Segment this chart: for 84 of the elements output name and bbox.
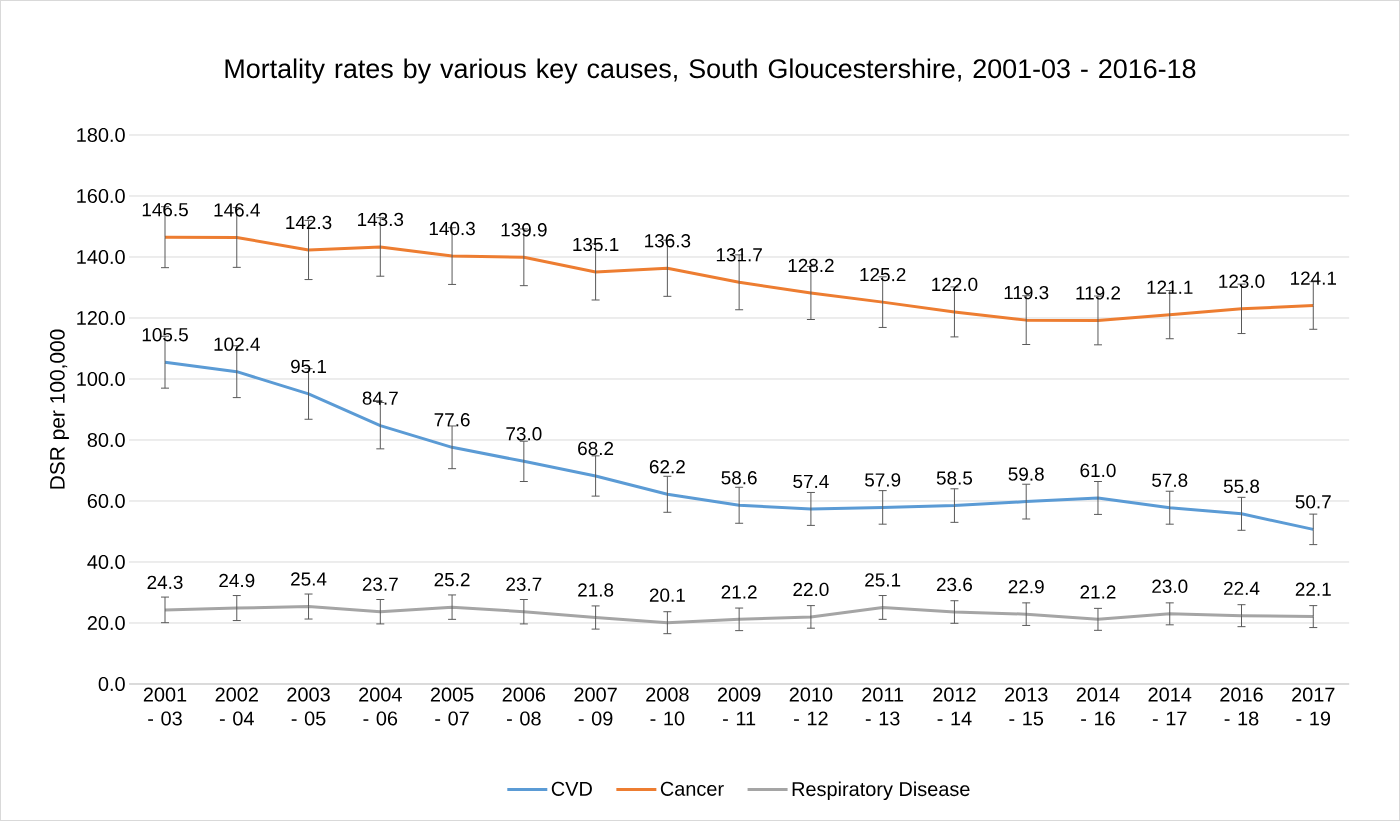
- x-tick-label: 2010 - 12: [789, 687, 833, 726]
- data-label: 73.0: [506, 427, 542, 441]
- x-tick-label: 2008 - 10: [646, 687, 689, 726]
- data-label: 136.3: [645, 234, 691, 248]
- data-label: 23.0: [1152, 579, 1188, 594]
- y-tick-label: 20.0: [87, 615, 125, 631]
- data-label: 25.4: [291, 572, 327, 586]
- y-tick-label: 120.0: [77, 310, 125, 326]
- data-label: 131.7: [716, 248, 762, 262]
- data-label: 146.4: [214, 203, 260, 217]
- data-label: 122.0: [932, 277, 978, 292]
- data-label: 57.8: [1152, 473, 1188, 487]
- x-tick-label: 2012 - 14: [933, 687, 976, 726]
- y-tick-label: 180.0: [77, 127, 125, 143]
- data-label: 62.2: [649, 460, 685, 474]
- y-axis-title: DSR per 100,000: [49, 329, 69, 489]
- data-label: 105.5: [142, 327, 188, 342]
- data-label: 102.4: [214, 337, 260, 351]
- data-label: 21.2: [721, 585, 757, 599]
- x-tick-label: 2001 - 03: [143, 687, 187, 726]
- legend-label: Respiratory Disease: [792, 781, 970, 801]
- x-tick-label: 2003 - 05: [287, 687, 330, 726]
- x-tick-label: 2004 - 06: [359, 687, 402, 726]
- legend-label: Cancer: [660, 781, 724, 796]
- y-tick-label: 160.0: [77, 188, 125, 204]
- x-tick-label: 2016 - 18: [1220, 687, 1263, 726]
- data-label: 23.6: [936, 577, 973, 592]
- y-tick-label: 40.0: [87, 554, 125, 570]
- data-label: 95.1: [291, 359, 327, 374]
- data-label: 23.7: [506, 577, 542, 591]
- data-label: 22.0: [793, 582, 829, 597]
- y-tick-label: 0.0: [98, 676, 125, 692]
- x-tick-label: 2007 - 09: [574, 687, 617, 726]
- data-label: 58.5: [936, 471, 973, 485]
- data-label: 24.3: [147, 575, 183, 590]
- data-label: 58.6: [721, 471, 757, 485]
- data-label: 50.7: [1295, 495, 1331, 509]
- data-label: 146.5: [142, 202, 188, 217]
- x-tick-label: 2005 - 07: [430, 687, 474, 726]
- x-tick-label: 2017 - 19: [1292, 687, 1335, 726]
- data-label: 124.1: [1291, 271, 1337, 285]
- data-label: 123.0: [1219, 274, 1265, 289]
- data-label: 140.3: [429, 221, 475, 236]
- data-label: 22.9: [1008, 579, 1044, 594]
- data-label: 68.2: [578, 441, 614, 456]
- legend-label: CVD: [551, 781, 592, 796]
- x-tick-label: 2006 - 08: [502, 687, 546, 726]
- data-label: 119.2: [1076, 286, 1120, 300]
- data-label: 143.3: [358, 212, 404, 227]
- y-tick-label: 100.0: [77, 371, 125, 387]
- data-label: 25.1: [865, 573, 901, 587]
- data-label: 61.0: [1080, 463, 1116, 478]
- data-label: 142.3: [286, 215, 332, 230]
- data-label: 22.1: [1295, 582, 1331, 596]
- data-label: 25.2: [434, 572, 470, 587]
- line-series: [163, 605, 1315, 625]
- data-label: 77.6: [434, 413, 470, 427]
- data-label: 139.9: [501, 223, 547, 237]
- data-label: 57.9: [865, 473, 901, 487]
- data-label: 121.1: [1147, 280, 1193, 294]
- x-tick-label: 2014 - 16: [1076, 687, 1120, 726]
- data-label: 125.2: [860, 267, 906, 282]
- data-label: 21.2: [1080, 585, 1116, 599]
- chart-title: Mortality rates by various key causes, South Gloucestershire, 2001-03 - 2016-18: [225, 58, 1196, 84]
- y-tick-label: 140.0: [77, 249, 125, 265]
- y-tick-label: 80.0: [87, 432, 125, 448]
- data-label: 135.1: [573, 237, 619, 252]
- x-tick-label: 2002 - 04: [215, 687, 258, 726]
- data-label: 84.7: [362, 391, 398, 405]
- data-label: 128.2: [788, 258, 834, 273]
- data-label: 21.8: [578, 583, 614, 597]
- data-label: 22.4: [1224, 581, 1260, 595]
- data-label: 23.7: [362, 577, 398, 591]
- data-label: 119.3: [1004, 285, 1049, 300]
- x-tick-label: 2013 - 15: [1005, 687, 1048, 726]
- y-tick-label: 60.0: [87, 493, 125, 509]
- data-label: 20.1: [649, 588, 685, 602]
- x-tick-label: 2014 - 17: [1148, 687, 1192, 726]
- data-label: 55.8: [1223, 479, 1260, 493]
- data-label: 57.4: [793, 474, 829, 489]
- data-label: 59.8: [1008, 467, 1044, 481]
- data-label: 24.9: [219, 573, 255, 588]
- x-tick-label: 2009 - 11: [717, 687, 761, 726]
- x-tick-label: 2011 - 13: [862, 687, 904, 726]
